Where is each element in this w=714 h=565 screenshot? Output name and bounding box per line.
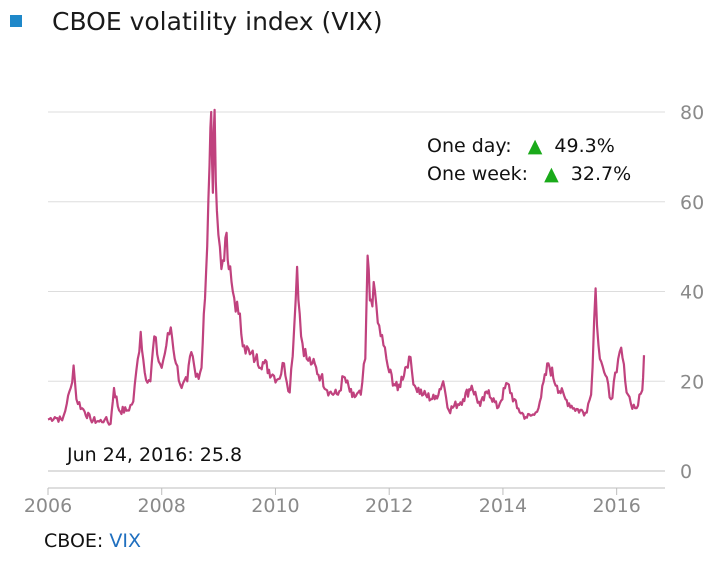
x-tick-label: 2016 [592, 495, 640, 517]
vix-series-line [47, 108, 646, 426]
svg-text:One day: ▲ 49.3%: One day: ▲ 49.3% [427, 135, 615, 157]
legend-square-icon [10, 15, 22, 27]
svg-text:One week: ▲ 32.7%: One week: ▲ 32.7% [427, 163, 631, 185]
change-annotations: One day: ▲ 49.3% One week: ▲ 32.7% Jun 2… [66, 135, 631, 466]
one-week-value: 32.7% [571, 163, 631, 185]
chart-title: CBOE volatility index (VIX) [52, 6, 383, 36]
x-tick-label: 2006 [24, 495, 72, 517]
y-tick-label: 20 [680, 371, 704, 393]
x-tick-label: 2010 [251, 495, 299, 517]
y-axis: 0 20 40 60 80 [680, 102, 704, 483]
source-footer: CBOE: VIX [44, 530, 141, 552]
x-tick-label: 2012 [365, 495, 413, 517]
last-value-label: Jun 24, 2016: 25.8 [66, 444, 242, 466]
one-week-up-arrow-icon: ▲ [544, 163, 559, 185]
x-tick-label: 2014 [479, 495, 527, 517]
source-label: CBOE: [44, 530, 104, 552]
y-tick-label: 0 [680, 461, 692, 483]
one-week-label: One week: [427, 163, 528, 185]
chart-header: CBOE volatility index (VIX) [10, 4, 383, 38]
symbol-link[interactable]: VIX [109, 530, 142, 552]
x-axis: 2006 2008 2010 2012 2014 2016 [24, 487, 665, 517]
one-day-up-arrow-icon: ▲ [528, 135, 543, 157]
y-tick-label: 40 [680, 282, 704, 304]
one-day-label: One day: [427, 135, 512, 157]
x-tick-label: 2008 [138, 495, 186, 517]
one-day-value: 49.3% [554, 135, 614, 157]
y-tick-label: 60 [680, 192, 704, 214]
y-tick-label: 80 [680, 102, 704, 124]
